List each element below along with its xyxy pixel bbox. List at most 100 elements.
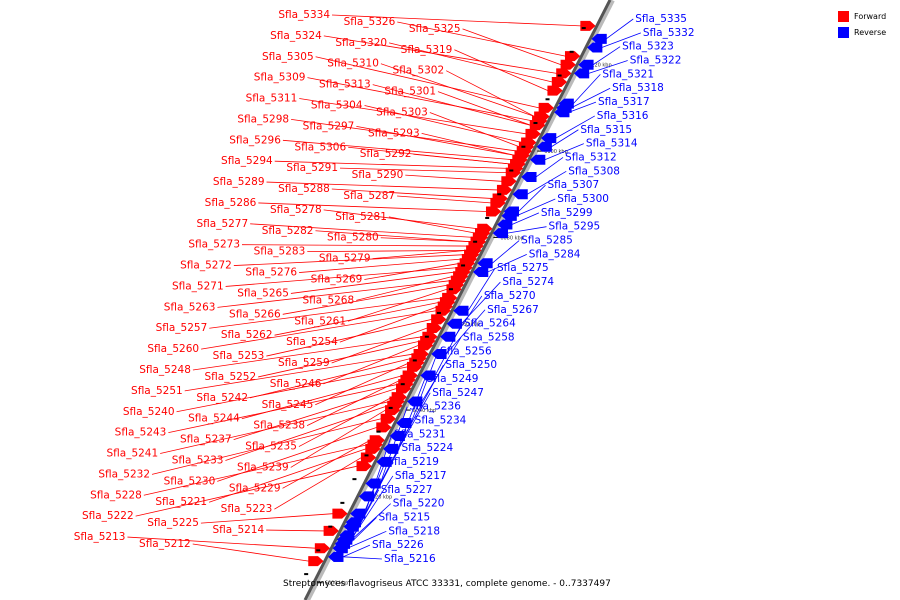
gene-label: Sfla_5237 [180, 434, 232, 446]
legend-reverse: Reverse [838, 24, 886, 40]
gene-label: Sfla_5271 [172, 280, 224, 292]
gene-glyph [587, 42, 603, 53]
leader-line [413, 153, 511, 165]
gene-glyph [417, 340, 434, 351]
gene-label: Sfla_5264 [464, 318, 516, 330]
leader-line [351, 503, 391, 540]
gene-glyph [501, 176, 517, 187]
gene-marker [364, 454, 369, 457]
gene-glyph [426, 323, 442, 334]
gene-marker [545, 98, 550, 101]
gene-label: Sfla_5225 [147, 517, 199, 529]
gene-glyph [530, 154, 546, 165]
tick-label: 6080 kbp [500, 235, 524, 241]
gene-label: Sfla_5321 [602, 68, 654, 80]
gene-label: Sfla_5266 [229, 308, 281, 320]
gene-label: Sfla_5285 [521, 235, 573, 247]
gene-label: Sfla_5334 [278, 9, 330, 21]
genome-axis [303, 0, 612, 600]
leader-line [507, 226, 547, 234]
gene-glyph [332, 543, 348, 554]
gene-label: Sfla_5280 [327, 232, 379, 244]
leader-line [372, 84, 531, 126]
gene-label: Sfla_5299 [541, 207, 593, 219]
tick-label: 6020 kbp [369, 494, 393, 500]
gene-glyph [501, 210, 517, 221]
gene-glyph [350, 508, 366, 519]
leader-line [454, 49, 549, 92]
leader-line [592, 46, 621, 66]
gene-label: Sfla_5313 [319, 79, 371, 91]
leader-line [527, 170, 567, 195]
gene-glyph [512, 189, 528, 200]
leader-line [266, 319, 432, 357]
gene-marker [448, 288, 453, 291]
gene-label: Sfla_5307 [547, 179, 599, 191]
gene-label: Sfla_5311 [246, 93, 298, 105]
gene-label: Sfla_5234 [415, 415, 467, 427]
leader-line [225, 267, 458, 287]
leader-line [331, 188, 494, 199]
gene-label: Sfla_5301 [384, 86, 436, 98]
gene-label: Sfla_5217 [395, 470, 447, 482]
gene-glyph [496, 184, 513, 195]
leader-line [372, 249, 467, 260]
leader-line [225, 405, 388, 461]
gene-marker [424, 335, 429, 338]
gene-label: Sfla_5224 [401, 442, 453, 454]
leader-line [135, 465, 358, 517]
gene-glyph [308, 556, 324, 567]
gene-glyph [365, 443, 381, 454]
gene-label: Sfla_5218 [388, 525, 440, 537]
gene-label: Sfla_5294 [221, 155, 273, 167]
gene-label: Sfla_5303 [376, 106, 428, 118]
leader-line [282, 139, 513, 161]
gene-label: Sfla_5216 [384, 553, 436, 565]
gene-label: Sfla_5277 [196, 218, 248, 230]
gene-label: Sfla_5231 [394, 428, 446, 440]
gene-glyph [477, 258, 493, 269]
gene-label: Sfla_5288 [278, 183, 330, 195]
gene-glyph [440, 331, 456, 342]
leader-line [290, 271, 456, 294]
gene-label: Sfla_5279 [319, 253, 371, 265]
gene-marker [316, 549, 321, 552]
gene-label: Sfla_5241 [106, 448, 158, 460]
gene-label: Sfla_5240 [123, 406, 175, 418]
gene-label: Sfla_5308 [568, 165, 620, 177]
gene-label: Sfla_5254 [286, 336, 338, 348]
leader-line [570, 87, 611, 109]
gene-label: Sfla_5287 [343, 190, 395, 202]
leader-line [331, 14, 581, 27]
gene-label: Sfla_5262 [221, 329, 273, 341]
leader-line [258, 202, 487, 212]
gene-glyph [536, 141, 552, 152]
gene-marker [581, 27, 586, 30]
gene-glyph [328, 551, 344, 562]
leader-line [397, 195, 491, 204]
gene-label: Sfla_5242 [196, 392, 248, 404]
gene-glyph [490, 197, 506, 208]
gene-glyph [591, 33, 607, 44]
gene-marker [473, 240, 478, 243]
gene-label: Sfla_5245 [262, 399, 314, 411]
gene-label: Sfla_5323 [622, 41, 674, 53]
gene-label: Sfla_5304 [311, 99, 363, 111]
tick-label: 6000 kbp [325, 581, 349, 587]
gene-label: Sfla_5319 [401, 44, 453, 56]
gene-label: Sfla_5317 [598, 96, 650, 108]
leader-line [462, 28, 562, 66]
gene-marker [497, 193, 502, 196]
gene-glyph [521, 171, 537, 182]
leader-line [200, 513, 333, 524]
leader-line [339, 167, 507, 174]
leader-line [209, 297, 443, 329]
gene-marker [304, 573, 309, 576]
gene-label: Sfla_5284 [529, 248, 581, 260]
gene-glyph [541, 133, 557, 144]
gene-marker [436, 311, 441, 314]
leader-line [127, 536, 316, 549]
leader-line [434, 323, 463, 376]
leader-line [274, 160, 509, 169]
gene-label: Sfla_5268 [302, 294, 354, 306]
